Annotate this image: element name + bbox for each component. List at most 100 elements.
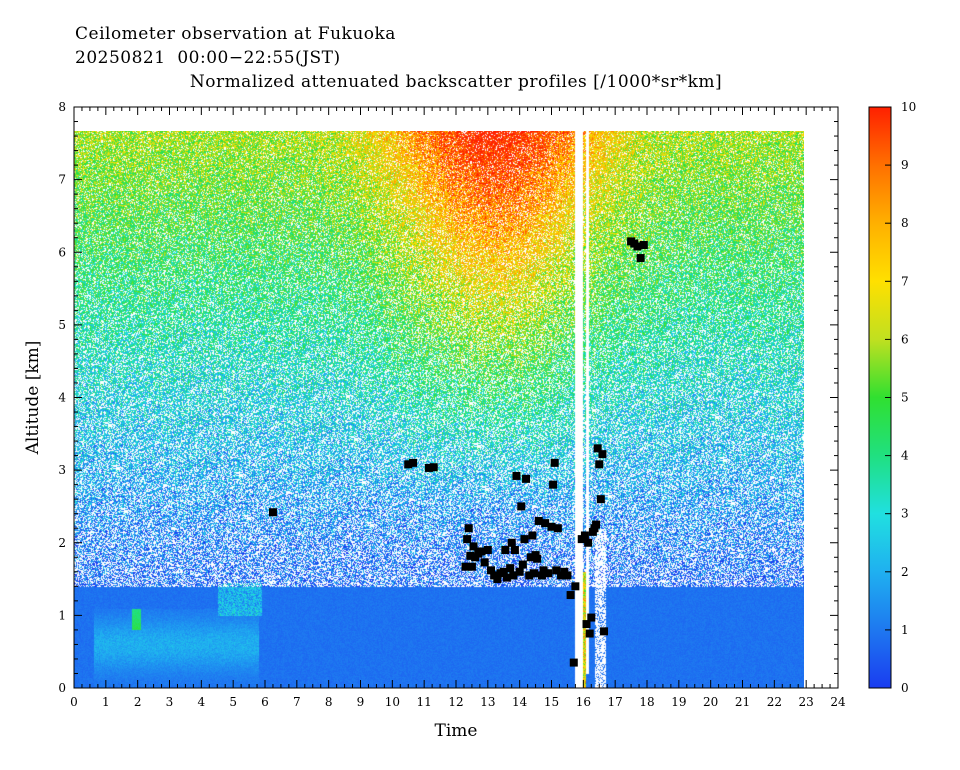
cloud-base-point	[595, 460, 604, 469]
y-tick-label: 5	[58, 318, 66, 332]
colorbar-tick-label: 2	[901, 565, 909, 579]
cloud-base-point	[584, 538, 593, 547]
cloud-base-point	[461, 562, 470, 571]
cloud-base-point	[510, 546, 519, 555]
cloud-base-point	[585, 629, 594, 638]
variable-title: Normalized attenuated backscatter profil…	[189, 72, 723, 92]
y-tick-label: 0	[58, 681, 66, 695]
cloud-base-point	[469, 542, 478, 551]
cloud-base-point	[429, 463, 438, 472]
cloud-base-point	[424, 463, 433, 472]
cloud-base-point	[487, 566, 496, 575]
x-axis: 0 1 2 3 4 5 6 7 8 9 10 11 12 13 14 15 16 17 18 19 20 21 22 23 24	[70, 107, 846, 709]
colorbar: 0 1 2 3 4 5 6 7 8 9 10	[868, 100, 916, 695]
cloud-base-point	[636, 254, 645, 263]
colorbar-tick-label: 4	[901, 449, 909, 463]
x-tick-label: 13	[480, 695, 495, 709]
cloud-base-point	[541, 519, 550, 528]
cloud-base-point	[522, 474, 531, 483]
cloud-base-point	[518, 560, 527, 569]
x-tick-label: 7	[293, 695, 301, 709]
cloud-base-point	[593, 444, 602, 453]
cloud-base-point	[553, 524, 562, 533]
x-tick-label: 12	[448, 695, 463, 709]
x-tick-label: 1	[102, 695, 110, 709]
x-tick-label: 3	[166, 695, 174, 709]
x-tick-label: 0	[70, 695, 78, 709]
x-tick-label: 24	[830, 695, 846, 709]
x-tick-label: 8	[325, 695, 333, 709]
cloud-base-point	[517, 502, 526, 511]
cloud-base-point	[598, 450, 607, 459]
x-tick-label: 20	[703, 695, 718, 709]
cloud-base-point	[600, 627, 609, 636]
x-tick-label: 10	[385, 695, 400, 709]
x-tick-label: 6	[261, 695, 269, 709]
y-tick-label: 8	[58, 100, 66, 114]
x-tick-label: 11	[417, 695, 432, 709]
y-axis-title: Altitude [km]	[23, 341, 43, 456]
colorbar-tick-label: 6	[901, 332, 909, 346]
cloud-base-point	[547, 522, 556, 531]
cloud-base-point	[537, 571, 546, 580]
cloud-base-point	[477, 547, 486, 556]
cloud-base-point	[525, 571, 534, 580]
colorbar-tick-label: 0	[901, 681, 909, 695]
x-tick-label: 18	[639, 695, 654, 709]
x-tick-label: 5	[229, 695, 237, 709]
x-tick-label: 21	[735, 695, 750, 709]
cloud-base-point	[467, 562, 476, 571]
backscatter-field	[74, 131, 804, 688]
colorbar-tick-label: 5	[901, 391, 909, 405]
colorbar-tick-label: 8	[901, 216, 909, 230]
y-tick-label: 3	[58, 463, 66, 477]
x-tick-label: 22	[767, 695, 782, 709]
cloud-base-point	[409, 458, 418, 467]
cloud-base-point	[501, 546, 510, 555]
cloud-base-point	[563, 571, 572, 580]
colorbar-tick-label: 10	[901, 100, 916, 114]
cloud-base-point	[596, 495, 605, 504]
cloud-base-point	[515, 567, 524, 576]
cloud-base-point	[639, 240, 648, 249]
cloud-base-point	[550, 458, 559, 467]
y-tick-label: 7	[58, 173, 66, 187]
x-tick-label: 16	[576, 695, 591, 709]
chart-title: Ceilometer observation at Fukuoka	[75, 24, 396, 44]
cloud-base-point	[580, 531, 589, 540]
plot-layer: 0 1 2 3 4 5 6 7 8 9 10 11 12 13 14 15 16 17 18 19 20 21 22 23 24…	[23, 100, 916, 741]
cloud-base-point	[268, 508, 277, 517]
cloud-base-point	[463, 535, 472, 544]
cloud-base-point	[512, 471, 521, 480]
x-tick-label: 19	[671, 695, 686, 709]
cloud-base-point	[549, 480, 558, 489]
y-tick-label: 6	[58, 245, 66, 259]
cloud-base-point	[528, 531, 537, 540]
y-tick-label: 2	[58, 536, 66, 550]
colorbar-tick-label: 1	[901, 623, 909, 637]
y-axis: 0 1 2 3 4 5 6 7 8	[58, 100, 838, 695]
x-tick-label: 17	[608, 695, 623, 709]
cloud-base-point	[404, 460, 413, 469]
cloud-base-point	[571, 582, 580, 591]
colorbar-tick-label: 7	[901, 274, 909, 288]
x-tick-label: 9	[357, 695, 365, 709]
colorbar-tick-label: 9	[901, 158, 909, 172]
x-tick-label: 14	[512, 695, 528, 709]
y-tick-label: 1	[58, 608, 66, 622]
x-tick-label: 23	[799, 695, 814, 709]
cloud-base-point	[569, 658, 578, 667]
cloud-base-point	[533, 554, 542, 563]
cloud-base-points	[268, 237, 648, 667]
cloud-base-point	[529, 569, 538, 578]
cloud-base-point	[464, 524, 473, 533]
cloud-base-point	[552, 566, 561, 575]
cloud-base-point	[582, 620, 591, 629]
cloud-base-point	[544, 569, 553, 578]
x-tick-label: 2	[134, 695, 142, 709]
cloud-base-point	[493, 575, 502, 584]
cloud-base-point	[466, 551, 475, 560]
cloud-base-point	[509, 571, 518, 580]
cloud-base-point	[539, 566, 548, 575]
